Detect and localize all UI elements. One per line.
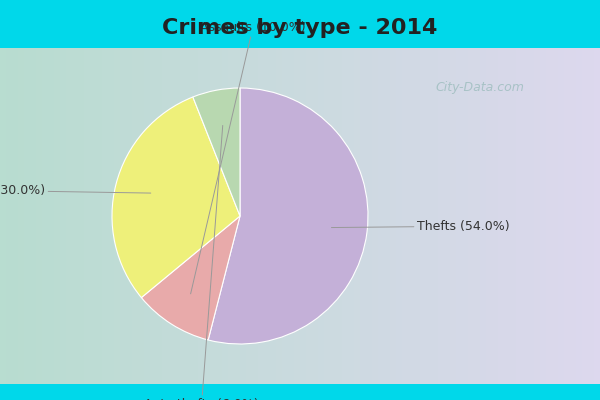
Text: Assaults (10.0%): Assaults (10.0%)	[191, 21, 305, 294]
Wedge shape	[193, 88, 240, 216]
Bar	[0, 0, 600, 48]
Bar	[0, 384, 600, 400]
Text: City-Data.com: City-Data.com	[436, 82, 524, 94]
Wedge shape	[142, 216, 240, 340]
Wedge shape	[112, 97, 240, 298]
Text: Burglaries (30.0%): Burglaries (30.0%)	[0, 184, 151, 197]
Text: Thefts (54.0%): Thefts (54.0%)	[331, 220, 509, 233]
Text: Auto thefts (6.0%): Auto thefts (6.0%)	[144, 126, 259, 400]
Wedge shape	[208, 88, 368, 344]
Text: Crimes by type - 2014: Crimes by type - 2014	[163, 18, 437, 38]
